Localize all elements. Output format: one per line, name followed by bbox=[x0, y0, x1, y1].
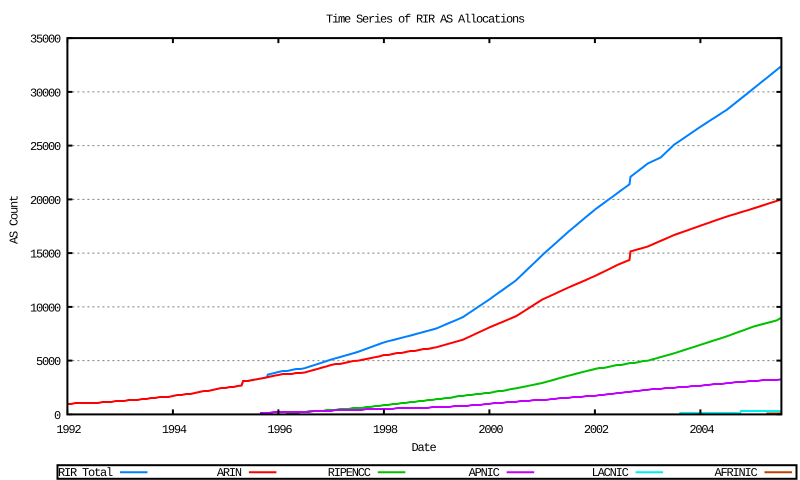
svg-text:2000: 2000 bbox=[478, 423, 503, 437]
svg-text:30000: 30000 bbox=[30, 86, 61, 100]
svg-text:20000: 20000 bbox=[30, 194, 61, 208]
svg-text:AFRINIC: AFRINIC bbox=[714, 466, 757, 480]
svg-text:LACNIC: LACNIC bbox=[592, 466, 629, 480]
svg-text:Date: Date bbox=[411, 441, 436, 455]
svg-text:0: 0 bbox=[54, 409, 61, 423]
svg-text:5000: 5000 bbox=[36, 355, 61, 369]
svg-text:RIPENCC: RIPENCC bbox=[328, 466, 371, 480]
svg-text:1992: 1992 bbox=[56, 423, 81, 437]
svg-text:2004: 2004 bbox=[689, 423, 714, 437]
svg-text:1994: 1994 bbox=[162, 423, 187, 437]
svg-text:10000: 10000 bbox=[30, 301, 61, 315]
svg-text:35000: 35000 bbox=[30, 33, 61, 47]
svg-text:Time Series of RIR AS Allocati: Time Series of RIR AS Allocations bbox=[326, 13, 525, 27]
svg-text:1996: 1996 bbox=[267, 423, 292, 437]
svg-text:AS Count: AS Count bbox=[8, 196, 22, 244]
svg-text:15000: 15000 bbox=[30, 248, 61, 262]
svg-text:25000: 25000 bbox=[30, 140, 61, 154]
svg-text:1998: 1998 bbox=[373, 423, 398, 437]
svg-text:RIR Total: RIR Total bbox=[58, 466, 113, 480]
svg-text:2002: 2002 bbox=[584, 423, 609, 437]
svg-text:ARIN: ARIN bbox=[217, 466, 242, 480]
svg-text:APNIC: APNIC bbox=[469, 466, 500, 480]
